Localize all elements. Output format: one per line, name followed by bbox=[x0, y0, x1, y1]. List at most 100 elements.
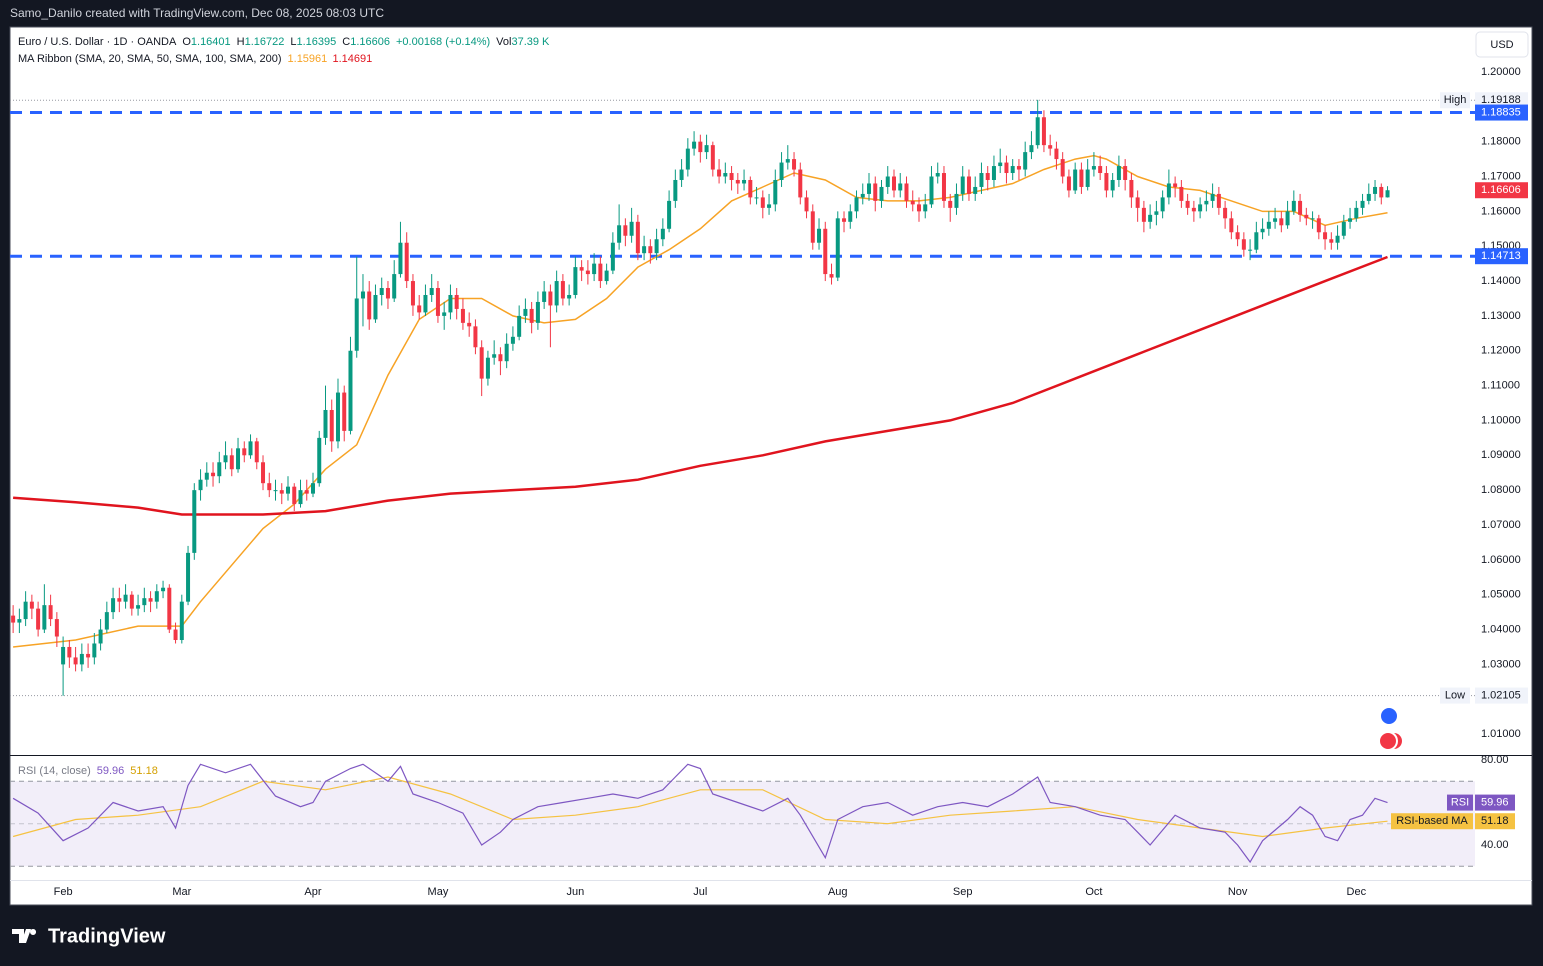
candle-body bbox=[1291, 200, 1296, 212]
level-label: 1.18835 bbox=[1481, 106, 1521, 118]
candle-body bbox=[560, 281, 565, 299]
candle-body bbox=[279, 490, 284, 494]
candle-body bbox=[535, 301, 540, 323]
candle-body bbox=[1160, 197, 1165, 212]
candle-body bbox=[954, 193, 959, 208]
readout-key: L bbox=[290, 36, 296, 48]
readout-value: 1.16395 bbox=[297, 36, 337, 48]
candle-body bbox=[748, 179, 753, 198]
candle-body bbox=[948, 200, 953, 208]
volume-value: 37.39 K bbox=[511, 36, 550, 48]
high-label-box bbox=[1440, 92, 1470, 109]
candle-body bbox=[211, 472, 216, 477]
candle-body bbox=[742, 179, 747, 184]
candle-body bbox=[1185, 200, 1190, 208]
candle-body bbox=[298, 490, 303, 505]
candle-body bbox=[404, 242, 409, 282]
rsi-ma-name: RSI-based MA bbox=[1396, 815, 1468, 827]
candle-body bbox=[735, 179, 740, 184]
y-tick-label: 1.03000 bbox=[1481, 658, 1521, 670]
rsi-ma-value-box bbox=[1475, 813, 1515, 830]
candle-body bbox=[460, 308, 465, 323]
candle-body bbox=[1154, 211, 1159, 215]
candle-body bbox=[592, 263, 597, 275]
candle-body bbox=[11, 615, 16, 623]
candle-body bbox=[623, 225, 628, 236]
candle-body bbox=[1304, 214, 1309, 219]
readout-change: +0.00168 (+0.14%) bbox=[396, 36, 490, 48]
candle-body bbox=[323, 409, 328, 438]
candle-body bbox=[1041, 117, 1046, 146]
candle-body bbox=[1073, 169, 1078, 191]
candle-body bbox=[448, 294, 453, 313]
candle-body bbox=[1385, 190, 1390, 198]
candle-body bbox=[467, 322, 472, 327]
candle-body bbox=[410, 281, 415, 306]
candle-body bbox=[204, 472, 209, 480]
last-price-box bbox=[1475, 182, 1528, 199]
candle-body bbox=[335, 392, 340, 442]
last-price: 1.16606 bbox=[1481, 184, 1521, 196]
candle-body bbox=[373, 294, 378, 320]
candle-body bbox=[604, 270, 609, 282]
candle-body bbox=[929, 176, 934, 205]
candle-body bbox=[548, 291, 553, 306]
candle-body bbox=[242, 448, 247, 456]
currency-button[interactable] bbox=[1475, 31, 1529, 58]
y-tick-label: 1.16000 bbox=[1481, 205, 1521, 217]
candle-body bbox=[1123, 166, 1128, 180]
low-label: Low bbox=[1445, 689, 1465, 701]
candle-body bbox=[798, 169, 803, 198]
candle-body bbox=[117, 598, 122, 602]
candle-body bbox=[1004, 162, 1009, 174]
candle-body bbox=[835, 218, 840, 278]
candle-body bbox=[398, 242, 403, 275]
y-tick-label: 1.13000 bbox=[1481, 310, 1521, 322]
candle-body bbox=[760, 197, 765, 208]
candle-body bbox=[1298, 200, 1303, 215]
candle-body bbox=[161, 587, 166, 592]
candle-body bbox=[598, 263, 603, 282]
candle-body bbox=[710, 145, 715, 170]
candle-body bbox=[792, 159, 797, 170]
candle-body bbox=[479, 347, 484, 379]
ma-value: 1.14691 bbox=[332, 53, 372, 65]
candle-body bbox=[86, 653, 91, 658]
candle-body bbox=[698, 141, 703, 153]
candle-body bbox=[1029, 145, 1034, 153]
candle-body bbox=[1229, 218, 1234, 233]
candle-body bbox=[642, 246, 647, 254]
currency-label[interactable]: USD bbox=[1490, 39, 1513, 51]
low-label-box bbox=[1440, 687, 1470, 704]
candle-body bbox=[610, 242, 615, 271]
candle-body bbox=[167, 587, 172, 630]
candle-body bbox=[148, 598, 153, 602]
candle-body bbox=[186, 552, 191, 602]
rsi-name: RSI bbox=[1451, 796, 1469, 808]
candle-body bbox=[573, 267, 578, 295]
y-tick-label: 1.10000 bbox=[1481, 414, 1521, 426]
candle-body bbox=[817, 228, 822, 243]
rsi-ma-name-box bbox=[1391, 813, 1473, 830]
candle-body bbox=[504, 343, 509, 362]
candle-body bbox=[1173, 183, 1178, 187]
candle-body bbox=[1216, 193, 1221, 208]
candle-body bbox=[1091, 166, 1096, 170]
candle-body bbox=[123, 594, 128, 602]
candle-body bbox=[629, 221, 634, 236]
candle-body bbox=[785, 159, 790, 163]
y-tick-label: 1.18000 bbox=[1481, 136, 1521, 148]
candle-body bbox=[273, 490, 278, 492]
candle-body bbox=[729, 173, 734, 180]
candle-body bbox=[292, 486, 297, 505]
candle-body bbox=[1166, 183, 1171, 198]
ma-readout: MA Ribbon (SMA, 20, SMA, 50, SMA, 100, S… bbox=[18, 53, 372, 65]
high-label: High bbox=[1444, 94, 1467, 106]
candle-body bbox=[1210, 193, 1215, 201]
candle-body bbox=[804, 197, 809, 212]
candle-body bbox=[529, 308, 534, 323]
candle-body bbox=[473, 326, 478, 348]
candle-body bbox=[360, 291, 365, 299]
